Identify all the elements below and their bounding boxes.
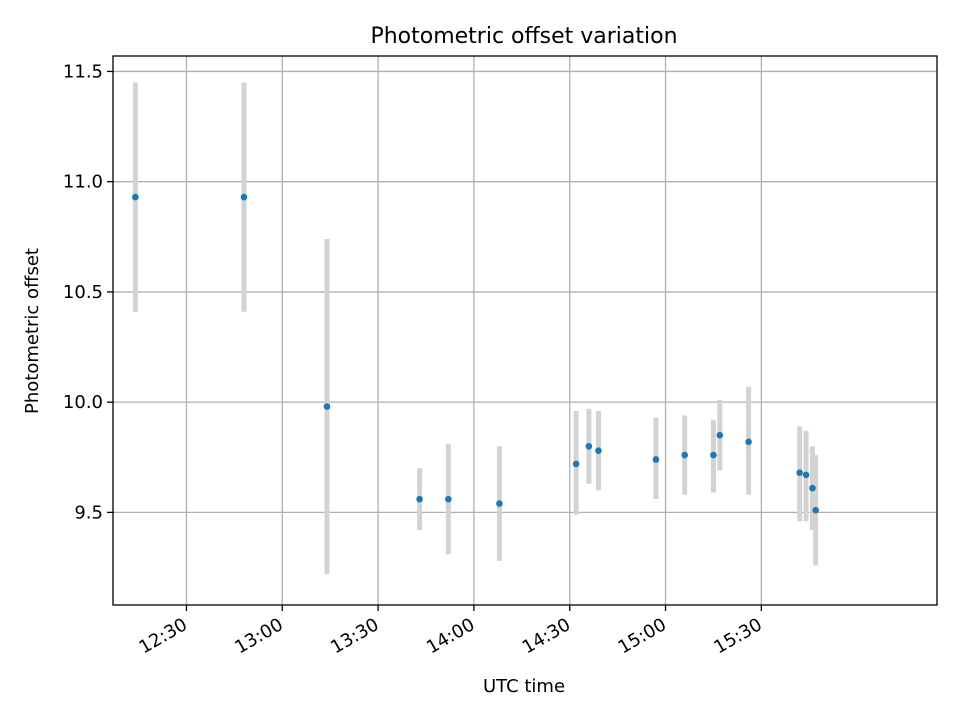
y-tick-label: 11.0 (63, 172, 103, 193)
data-point (595, 447, 602, 454)
y-axis: 9.5 10.0 10.5 11.0 11.5 (63, 61, 113, 523)
data-point (652, 456, 660, 463)
y-tick-label: 11.5 (63, 61, 103, 82)
data-point (416, 495, 423, 503)
data-point (132, 193, 139, 201)
data-point (572, 460, 580, 468)
chart-title: Photometric offset variation (370, 24, 677, 49)
data-points (132, 193, 819, 514)
data-point (445, 495, 452, 503)
plot-frame (112, 55, 938, 606)
data-point (585, 442, 593, 450)
y-axis-label: Photometric offset (22, 248, 43, 414)
data-point (745, 438, 752, 446)
data-point (796, 469, 803, 477)
data-point (809, 484, 816, 492)
y-tick-label: 10.0 (63, 392, 103, 413)
data-point (496, 500, 503, 507)
data-point (716, 431, 724, 439)
data-point (323, 403, 331, 410)
grid (113, 56, 937, 605)
data-point (681, 451, 688, 459)
y-tick-label: 10.5 (63, 282, 103, 303)
y-tick-label: 9.5 (74, 502, 103, 523)
data-point (812, 506, 819, 514)
data-point (710, 451, 717, 459)
data-point (802, 471, 810, 479)
data-point (240, 193, 248, 201)
x-axis-label: UTC time (483, 676, 565, 697)
